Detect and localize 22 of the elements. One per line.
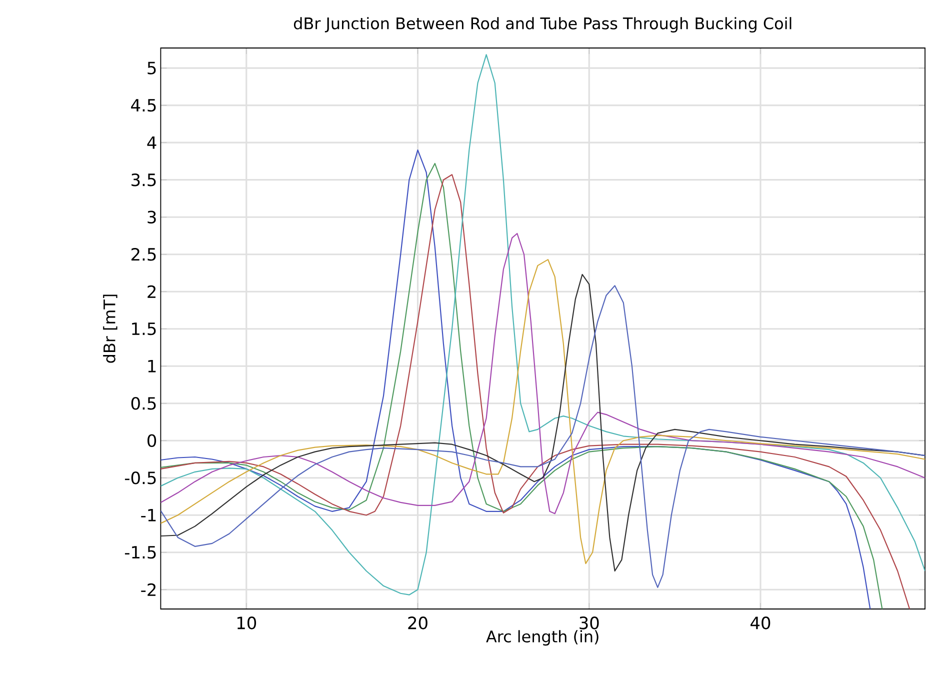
y-tick-label: 0.5 <box>131 396 156 410</box>
y-tick-label: -1.5 <box>124 546 156 559</box>
y-tick-label: -1 <box>141 508 156 522</box>
y-tick-label: 0 <box>148 434 156 448</box>
y-tick-label: 4.5 <box>131 99 156 112</box>
x-axis-title: Arc length (in) <box>486 630 598 646</box>
y-tick-label: -2 <box>141 583 156 596</box>
y-tick-label: 1 <box>148 360 156 372</box>
y-tick-label: -0.5 <box>124 471 156 484</box>
y-tick-label: 3 <box>148 210 156 224</box>
y-tick-label: 5 <box>148 62 156 74</box>
y-tick-label: 2.5 <box>131 248 156 261</box>
y-axis-title: dBr [mT] <box>103 294 118 363</box>
x-tick-label: 30 <box>580 616 599 630</box>
y-tick-label: 1.5 <box>132 322 156 336</box>
x-tick-label: 20 <box>408 616 428 630</box>
chart-title: dBr Junction Between Rod and Tube Pass Through Bucking Coil <box>294 17 792 32</box>
y-tick-label: 4 <box>147 136 156 149</box>
y-tick-label: 3.5 <box>132 173 156 186</box>
y-tick-label: 2 <box>148 285 156 298</box>
x-tick-label: 10 <box>237 616 256 630</box>
x-tick-label: 40 <box>750 616 770 630</box>
